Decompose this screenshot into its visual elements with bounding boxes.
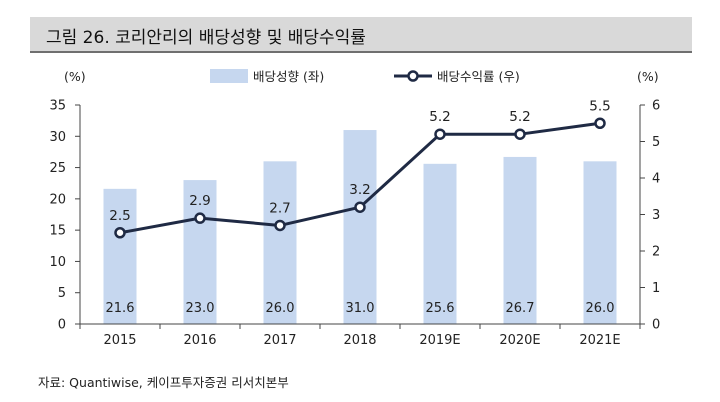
line-point	[274, 219, 286, 232]
legend-bar-swatch	[210, 69, 248, 83]
right-axis-tick-label: 0	[652, 318, 660, 333]
line-data-label: 5.2	[429, 109, 450, 125]
left-axis-tick-label: 15	[49, 224, 66, 239]
bar	[583, 161, 617, 324]
line-data-label: 3.2	[349, 182, 370, 198]
right-axis-tick-label: 6	[652, 99, 660, 114]
left-axis-tick-label: 10	[49, 255, 66, 270]
legend-line-label: 배당수익률 (우)	[437, 69, 520, 84]
bar	[263, 161, 297, 324]
left-axis-tick-label: 5	[58, 286, 66, 301]
bar	[183, 180, 217, 324]
line-data-label: 2.5	[109, 208, 130, 224]
bar	[503, 156, 537, 324]
x-axis-tick-label: 2021E	[579, 333, 620, 348]
bar-data-label: 26.0	[266, 301, 295, 316]
left-axis-tick-label: 35	[49, 99, 66, 114]
bar-data-label: 25.6	[426, 301, 455, 316]
line-point	[354, 201, 366, 213]
left-axis-unit: (%)	[64, 69, 86, 84]
x-axis-tick-label: 2018	[343, 333, 376, 348]
x-axis-tick-label: 2016	[183, 333, 216, 348]
bar-data-label: 21.6	[106, 301, 135, 316]
bar	[423, 163, 457, 324]
x-axis-tick-label: 2015	[103, 333, 136, 348]
line-point	[114, 227, 126, 239]
line-point	[194, 212, 206, 224]
left-axis-tick-label: 20	[49, 192, 66, 207]
left-axis: 0 5 10 15 20 25 30 35	[49, 99, 81, 333]
legend: 배당성향 (좌) 배당수익률 (우)	[210, 69, 520, 84]
line-point	[434, 128, 446, 140]
line-point	[594, 117, 606, 129]
right-axis-tick-label: 1	[652, 281, 660, 296]
right-axis-tick-label: 3	[652, 208, 660, 223]
bar-data-label: 26.7	[506, 301, 535, 316]
bar	[103, 188, 137, 324]
line-series: 2.5 2.9 2.7 3.2 5.2 5.2 5.5	[109, 98, 611, 239]
x-axis: 2015 2016 2017 2018 2019E 2020E 2021E	[79, 323, 641, 348]
x-axis-tick-label: 2019E	[419, 333, 460, 348]
legend-bar-label: 배당성향 (좌)	[253, 69, 324, 84]
left-axis-tick-label: 25	[49, 161, 66, 176]
source-note: 자료: Quantiwise, 케이프투자증권 리서치본부	[38, 375, 289, 390]
line-data-label: 5.2	[509, 109, 530, 125]
bar-series: 21.6 23.0 26.0 31.0 25.6 26.7 26.0	[103, 130, 617, 324]
bar-data-label: 23.0	[186, 301, 215, 316]
bar	[343, 130, 377, 324]
left-axis-tick-label: 0	[58, 318, 66, 333]
line-data-label: 2.9	[189, 193, 210, 209]
x-axis-tick-label: 2017	[263, 333, 296, 348]
figure-title-bar: 그림 26. 코리안리의 배당성향 및 배당수익률	[30, 17, 692, 53]
line-point	[514, 128, 526, 140]
x-axis-tick-label: 2020E	[499, 333, 540, 348]
line-data-label: 2.7	[269, 200, 290, 216]
left-axis-tick-label: 30	[49, 130, 66, 145]
line-data-label: 5.5	[589, 98, 610, 114]
right-axis-tick-label: 2	[652, 245, 660, 260]
right-axis-tick-label: 5	[652, 135, 660, 150]
figure-title: 그림 26. 코리안리의 배당성향 및 배당수익률	[46, 28, 366, 48]
right-axis: 0 1 2 3 4 5 6	[639, 99, 660, 333]
legend-line-marker	[407, 70, 419, 82]
right-axis-unit: (%)	[637, 69, 659, 84]
bar-data-label: 26.0	[586, 301, 615, 316]
right-axis-tick-label: 4	[652, 172, 660, 187]
bar-data-label: 31.0	[346, 301, 375, 316]
